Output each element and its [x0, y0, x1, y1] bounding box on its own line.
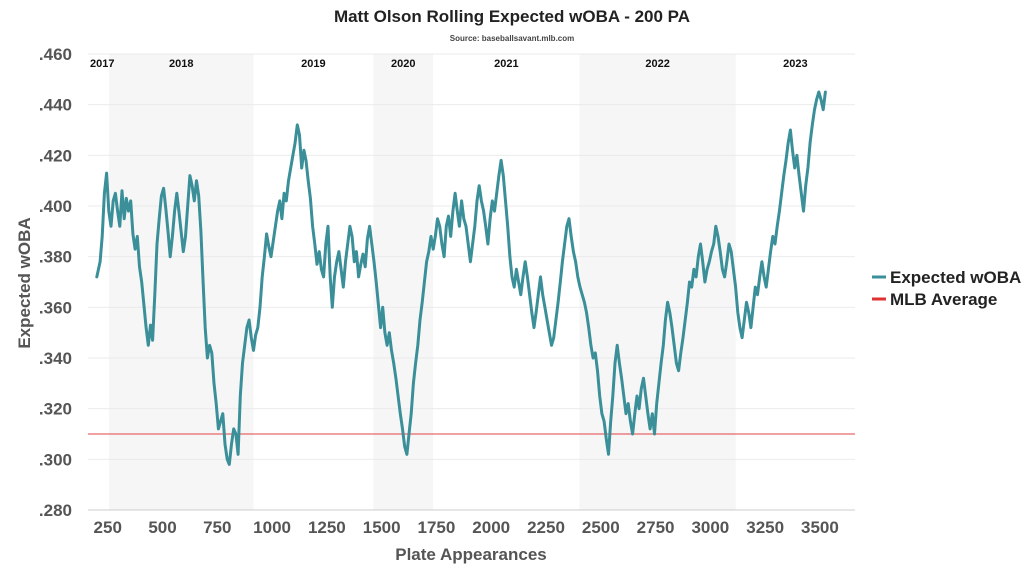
x-tick-label: 1000: [253, 518, 291, 537]
y-tick-label: .400: [39, 197, 72, 216]
y-tick-labels: .280 .300 .320 .340 .360 .380 .400 .420 .440 .460: [39, 45, 72, 520]
x-tick-label: 2000: [472, 518, 510, 537]
season-labels: 2017 2018 2019 2020 2021 2022 2023: [90, 58, 808, 70]
y-tick-label: .300: [39, 450, 72, 469]
legend-label-expected-woba: Expected wOBA: [890, 268, 1021, 287]
x-tick-label: 500: [148, 518, 176, 537]
y-axis-label: Expected wOBA: [15, 217, 34, 348]
y-tick-label: .360: [39, 298, 72, 317]
season-label-2018: 2018: [169, 58, 193, 70]
expected-woba-line: [95, 90, 827, 466]
legend: Expected wOBA MLB Average: [872, 268, 1021, 309]
chart-title: Matt Olson Rolling Expected wOBA - 200 P…: [334, 7, 690, 26]
y-tick-label: .420: [39, 146, 72, 165]
season-label-2021: 2021: [494, 58, 518, 70]
x-tick-label: 2500: [582, 518, 620, 537]
chart-subtitle: Source: baseballsavant.mlb.com: [450, 34, 575, 43]
x-tick-label: 2750: [637, 518, 675, 537]
season-label-2019: 2019: [301, 58, 325, 70]
season-label-2017: 2017: [90, 58, 114, 70]
x-tick-labels: 250 500 750 1000 1250 1500 1750 2000 2250 2500 275…: [94, 518, 839, 537]
season-label-2020: 2020: [391, 58, 415, 70]
x-tick-label: 1250: [308, 518, 346, 537]
x-tick-label: 3000: [691, 518, 729, 537]
x-tick-label: 1500: [363, 518, 401, 537]
x-axis-label: Plate Appearances: [395, 545, 547, 564]
y-tick-label: .340: [39, 349, 72, 368]
y-tick-label: .280: [39, 501, 72, 520]
y-tick-label: .460: [39, 45, 72, 64]
x-tick-label: 2250: [527, 518, 565, 537]
season-label-2022: 2022: [645, 58, 669, 70]
x-tick-label: 750: [203, 518, 231, 537]
season-label-2023: 2023: [783, 58, 807, 70]
legend-label-mlb-average: MLB Average: [890, 290, 997, 309]
y-tick-label: .320: [39, 400, 72, 419]
x-tick-label: 250: [94, 518, 122, 537]
x-tick-label: 3250: [746, 518, 784, 537]
x-tick-label: 3500: [801, 518, 839, 537]
y-tick-label: .380: [39, 248, 72, 267]
y-tick-label: .440: [39, 96, 72, 115]
season-band-2022: [579, 54, 736, 510]
x-tick-label: 1750: [418, 518, 456, 537]
